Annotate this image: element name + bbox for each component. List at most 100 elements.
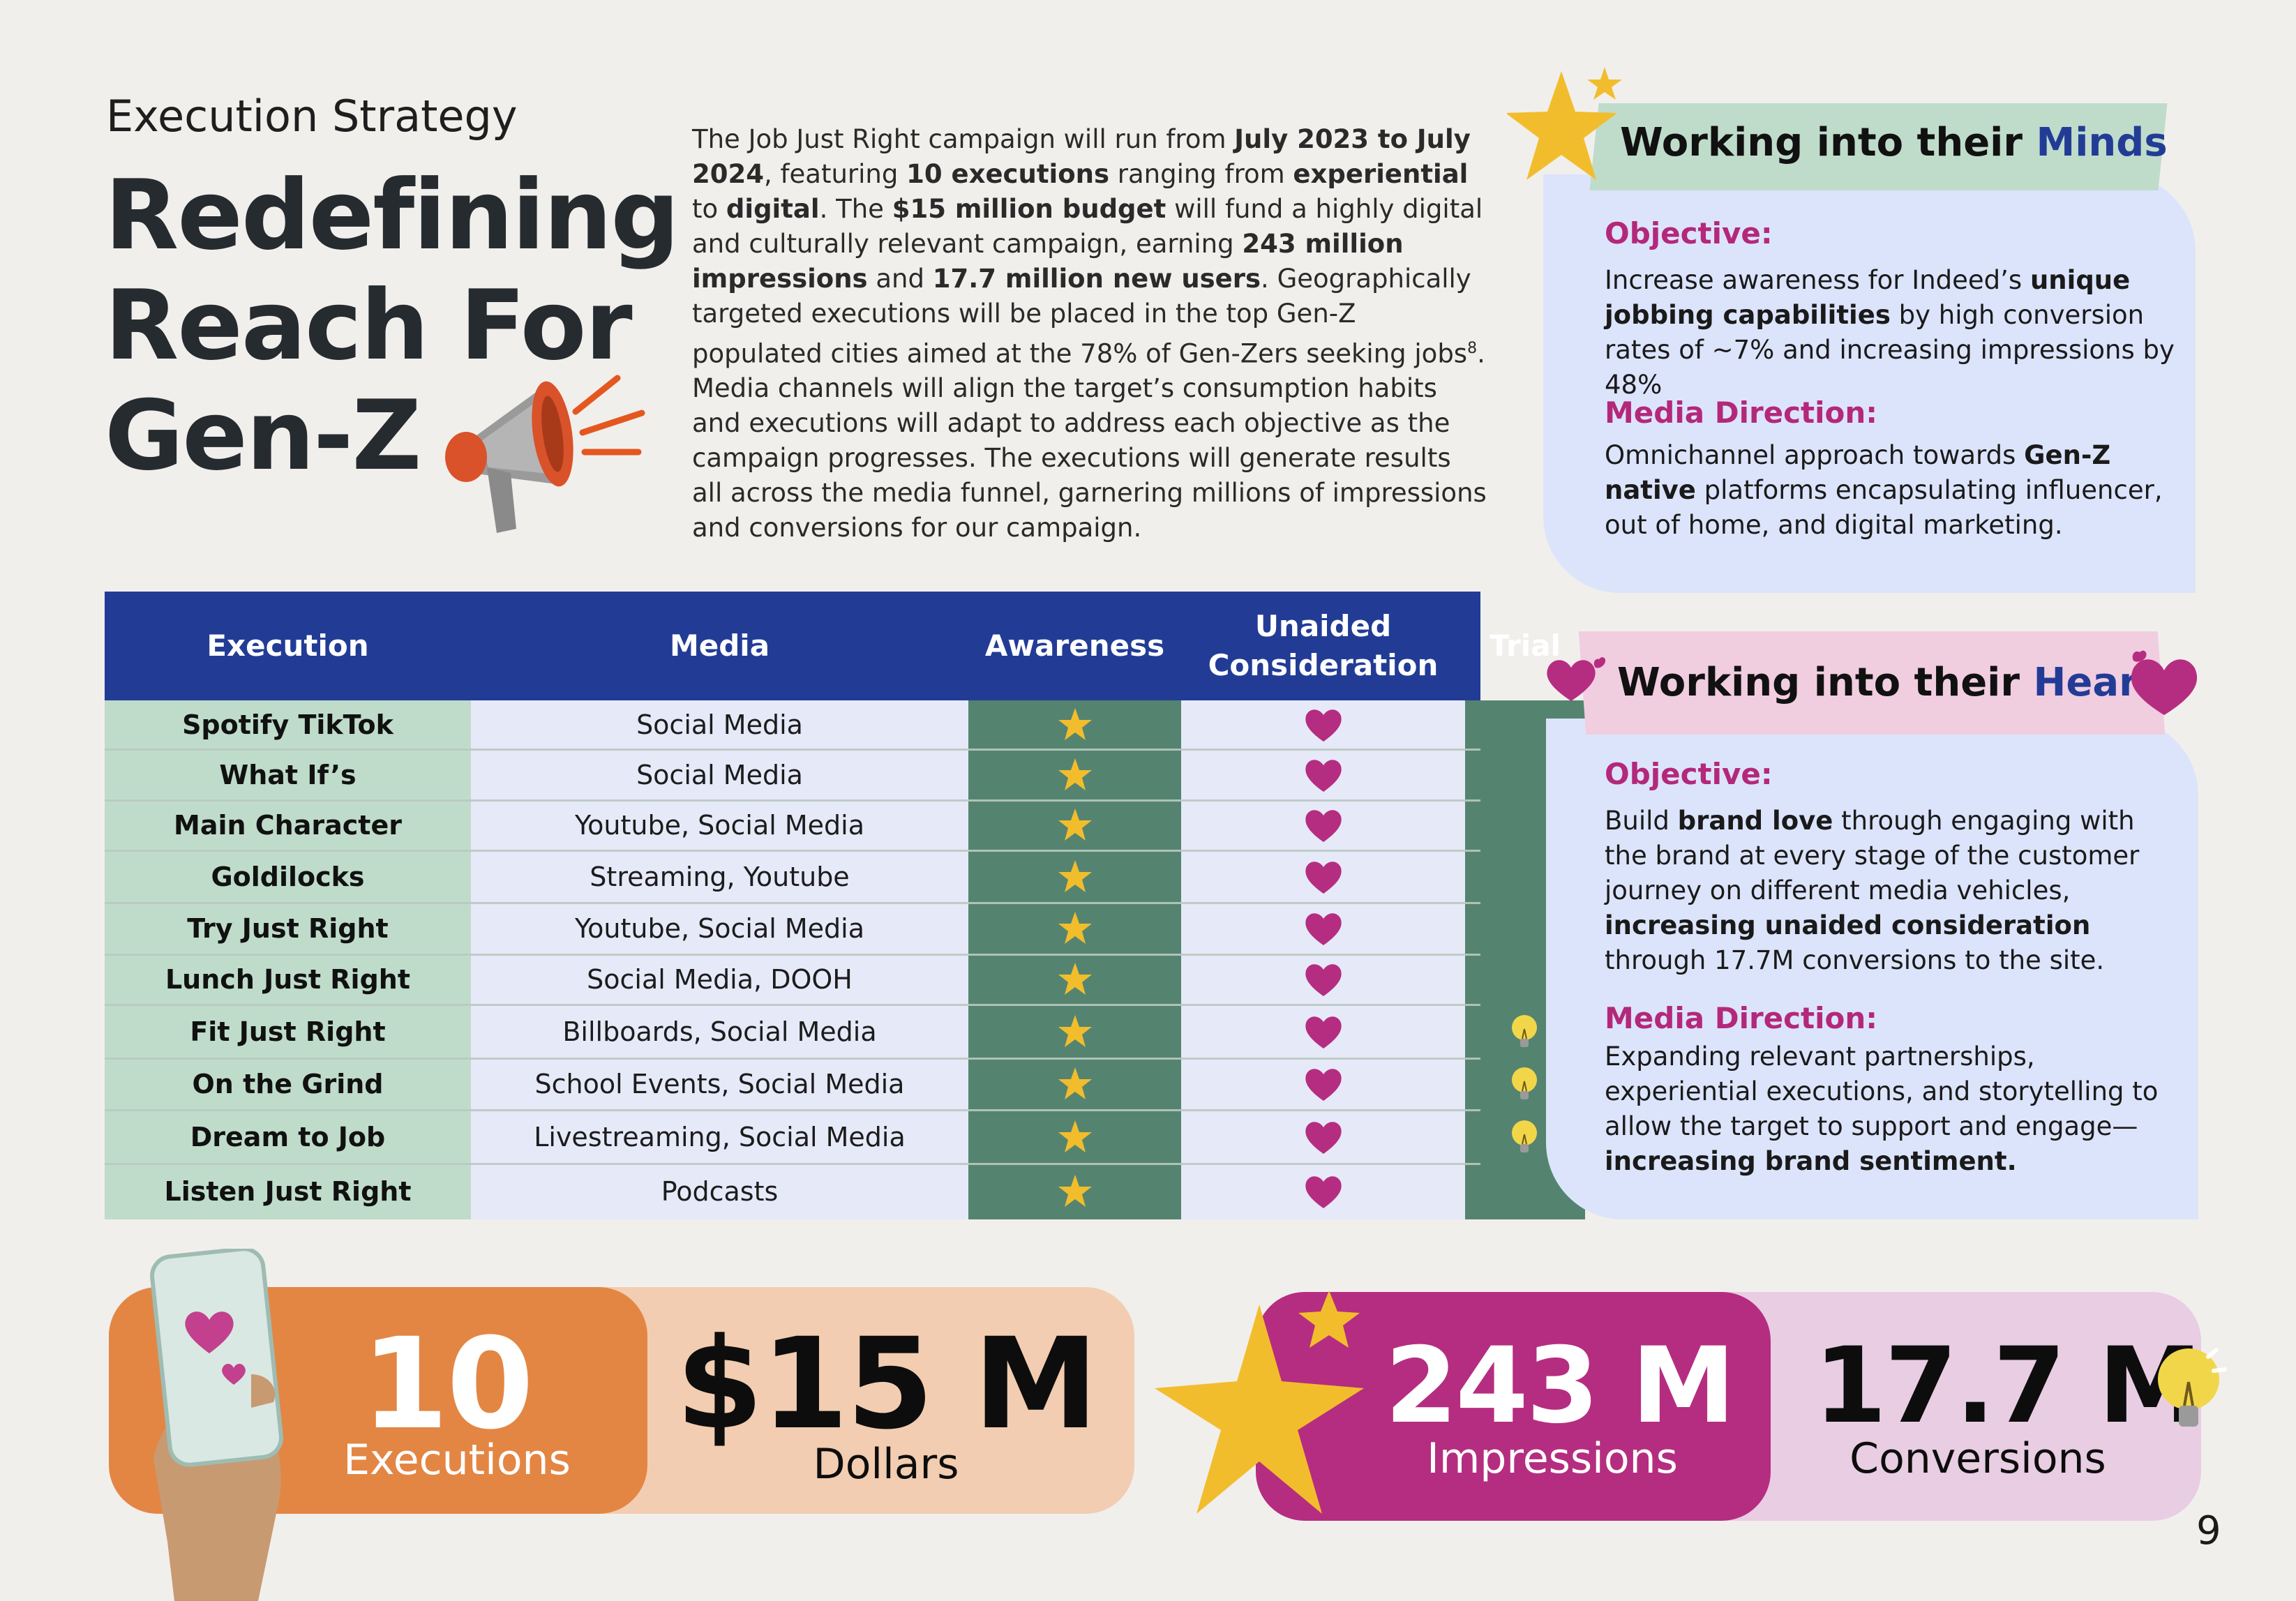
minds-objective-label: Objective: xyxy=(1605,216,1773,250)
cell-media: Livestreaming, Social Media xyxy=(534,1121,906,1152)
cell-trial xyxy=(1465,1110,1585,1164)
star-icon xyxy=(1058,1014,1092,1047)
hearts-objective-segment: brand love xyxy=(1677,806,1833,836)
hearts-media-text: Expanding relevant partnerships, experie… xyxy=(1605,1039,2177,1179)
intro-segment: and xyxy=(867,264,933,294)
table-row: Try Just Right Youtube, Social Media xyxy=(105,903,1480,954)
cell-media: Social Media xyxy=(636,709,803,740)
cell-unaided xyxy=(1181,800,1465,850)
header-unaided: Unaided Consideration xyxy=(1181,592,1465,700)
lightbulb-icon xyxy=(1512,1014,1537,1047)
minds-media-label: Media Direction: xyxy=(1605,396,1878,430)
header-execution: Execution xyxy=(207,629,369,663)
cell-media: Streaming, Youtube xyxy=(590,861,850,892)
phone-hand-icon xyxy=(150,1249,283,1601)
heart-icon xyxy=(1305,861,1342,894)
cell-execution: Fit Just Right xyxy=(190,1016,386,1047)
section-kicker: Execution Strategy xyxy=(106,91,518,142)
cell-media: School Events, Social Media xyxy=(534,1069,905,1099)
row-divider xyxy=(105,749,1480,751)
row-divider xyxy=(105,799,1480,802)
lightbulb-icon xyxy=(2158,1348,2227,1427)
cell-execution: What If’s xyxy=(219,759,357,790)
cell-awareness xyxy=(968,1005,1181,1058)
cell-execution: Main Character xyxy=(174,810,402,841)
table-row: Fit Just Right Billboards, Social Media xyxy=(105,1005,1537,1058)
header-unaided-label: Unaided Consideration xyxy=(1208,609,1439,682)
page-title-line-2: Reach For xyxy=(105,269,633,382)
lightbulb-icon xyxy=(1512,1120,1537,1152)
column-bg-execution xyxy=(105,700,471,1219)
row-divider xyxy=(105,850,1480,852)
cell-execution: Goldilocks xyxy=(211,861,365,892)
heart-icon xyxy=(2131,650,2198,715)
intro-segment: 8 xyxy=(1467,340,1478,357)
hearts-objective-segment: increasing unaided consideration xyxy=(1605,910,2091,940)
hearts-panel xyxy=(1546,719,2198,1219)
minds-title: Working into their Minds xyxy=(1620,120,2168,165)
star-icon xyxy=(1058,859,1092,892)
intro-segment: digital xyxy=(726,194,820,224)
hearts-title: Working into their Hearts xyxy=(1617,660,2180,705)
cell-awareness xyxy=(968,800,1181,850)
cell-media: Social Media, DOOH xyxy=(587,964,853,995)
star-icon xyxy=(1058,963,1092,995)
header-media: Media xyxy=(669,629,770,663)
hearts-objective-text: Build brand love through engaging with t… xyxy=(1605,804,2177,978)
cell-awareness xyxy=(968,749,1181,800)
heart-icon xyxy=(1305,810,1342,842)
cell-awareness xyxy=(968,903,1181,954)
row-divider xyxy=(105,1058,1480,1060)
minds-objective-segment: unique jobbing capabilities xyxy=(1605,265,2131,330)
heart-icon xyxy=(1547,657,1606,701)
cell-execution: On the Grind xyxy=(192,1069,384,1099)
table-row: Spotify TikTok Social Media xyxy=(105,700,1480,749)
intro-segment: . Geographically targeted executions wil… xyxy=(692,264,1471,369)
cell-awareness xyxy=(968,1058,1181,1110)
minds-media-segment: platforms encapsulating influencer, out … xyxy=(1605,475,2163,540)
minds-media-segment: Gen-Z native xyxy=(1605,440,2111,505)
cell-execution: Try Just Right xyxy=(187,913,389,944)
cell-media: Social Media xyxy=(636,759,803,790)
hearts-objective-segment: through engaging with the brand at every… xyxy=(1605,806,2140,905)
minds-title-accent: Minds xyxy=(2036,120,2168,165)
minds-objective-text: Increase awareness for Indeed’s unique j… xyxy=(1605,263,2177,403)
page-title-line-1: Redefining xyxy=(105,159,680,271)
intro-segment: to xyxy=(692,194,726,224)
table-row: On the Grind School Events, Social Media xyxy=(105,1058,1537,1110)
row-divider xyxy=(105,1163,1480,1165)
cell-execution: Dream to Job xyxy=(190,1121,386,1152)
page-title: Redefining Reach For Gen-Z xyxy=(105,159,680,491)
heart-icon xyxy=(1305,759,1342,792)
stat-conversions-value: 17.7 M xyxy=(1814,1325,2203,1447)
star-icon xyxy=(1058,1120,1092,1152)
cell-trial xyxy=(1465,1005,1585,1058)
table-row: Dream to Job Livestreaming, Social Media xyxy=(105,1110,1537,1164)
cell-unaided xyxy=(1181,1005,1465,1058)
intro-segment: . The xyxy=(819,194,892,224)
heart-icon xyxy=(1305,1069,1342,1101)
heart-icon xyxy=(1305,1121,1342,1154)
cell-media: Youtube, Social Media xyxy=(574,913,864,944)
minds-objective-segment: Increase awareness for Indeed’s xyxy=(1605,265,2030,295)
row-divider xyxy=(105,1004,1480,1006)
minds-panel xyxy=(1543,174,2196,593)
hearts-objective-label: Objective: xyxy=(1605,757,1773,791)
cell-awareness xyxy=(968,1110,1181,1164)
cell-unaided xyxy=(1181,954,1465,1005)
heart-icon xyxy=(1305,964,1342,996)
row-divider xyxy=(105,954,1480,956)
table-header: Execution Media Awareness Unaided Consid… xyxy=(105,592,1561,700)
cell-unaided xyxy=(1181,903,1465,954)
cell-awareness xyxy=(968,1164,1181,1219)
stat-dollars-label: Dollars xyxy=(813,1440,959,1489)
stat-dollars-value: $15 M xyxy=(675,1311,1099,1457)
star-icon xyxy=(1058,758,1092,790)
hearts-objective-segment: Build xyxy=(1605,806,1678,836)
star-icon xyxy=(1058,809,1092,841)
intro-segment: experiential xyxy=(1293,159,1469,189)
intro-segment: The Job Just Right campaign will run fro… xyxy=(692,124,1235,154)
intro-segment: 243 million impressions xyxy=(692,229,1404,294)
cell-unaided xyxy=(1181,1110,1465,1164)
heart-icon xyxy=(1305,1176,1342,1208)
